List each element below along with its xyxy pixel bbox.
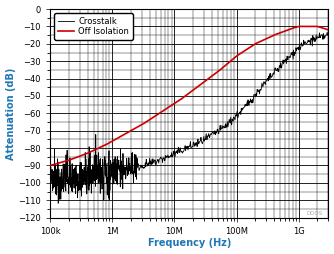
Off Isolation [327, 28, 331, 31]
Off Isolation [120, 134, 124, 137]
X-axis label: Frequency (Hz): Frequency (Hz) [148, 239, 231, 248]
Crosstalk [325, 31, 329, 34]
Off Isolation [212, 73, 216, 76]
Crosstalk [59, 174, 63, 178]
Off Isolation [234, 55, 238, 58]
Crosstalk [274, 69, 278, 72]
Crosstalk [48, 186, 52, 189]
Crosstalk [234, 115, 238, 118]
Legend: Crosstalk, Off Isolation: Crosstalk, Off Isolation [54, 13, 133, 40]
Off Isolation [297, 25, 301, 28]
Crosstalk [327, 31, 331, 35]
Text: DOOS: DOOS [307, 211, 323, 216]
Crosstalk [188, 145, 192, 148]
Crosstalk [56, 202, 60, 205]
Off Isolation [174, 101, 178, 104]
Line: Crosstalk: Crosstalk [50, 32, 329, 203]
Crosstalk [176, 146, 180, 149]
Y-axis label: Attenuation (dB): Attenuation (dB) [6, 67, 16, 160]
Off Isolation [48, 164, 52, 167]
Off Isolation [258, 40, 262, 43]
Line: Off Isolation: Off Isolation [50, 26, 329, 166]
Off Isolation [98, 146, 102, 149]
Crosstalk [166, 156, 170, 159]
